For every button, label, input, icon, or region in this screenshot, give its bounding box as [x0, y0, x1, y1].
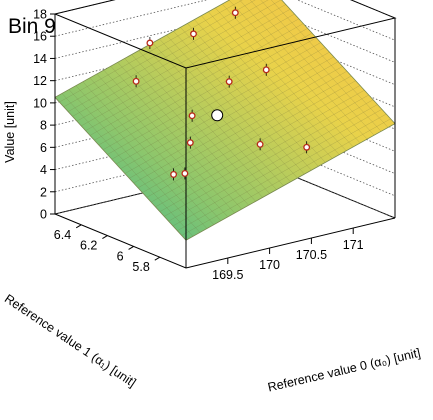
data-point — [146, 36, 154, 49]
chart-title: Bin 9 — [8, 15, 56, 38]
surface-mesh-line — [72, 0, 282, 117]
surface-mesh-line — [159, 38, 291, 183]
surface-mesh-line — [177, 113, 387, 231]
reference-point — [211, 109, 224, 122]
data-point — [186, 136, 194, 149]
surface-mesh-line — [159, 94, 369, 212]
data-point — [190, 27, 197, 40]
surface-mesh-line — [239, 0, 368, 140]
surface-mesh-line — [142, 75, 352, 193]
surface-mesh-line — [76, 4, 286, 122]
z-tick-label: 0 — [40, 208, 47, 222]
z-tick-label: 18 — [33, 8, 47, 22]
surface-mesh-line — [145, 46, 277, 190]
z-tick-label: 4 — [40, 163, 47, 177]
surface-mesh-line — [82, 81, 215, 225]
z-tick-label: 16 — [33, 30, 47, 44]
z-tick-label: 14 — [33, 52, 47, 66]
surface-mesh-line — [146, 80, 356, 198]
data-point — [262, 63, 270, 76]
surface-mesh-line — [137, 70, 348, 189]
surface-mesh-line — [270, 0, 389, 128]
box-edges — [53, 0, 397, 269]
surface-mesh-line — [260, 0, 382, 132]
data-point — [181, 167, 189, 180]
surface-mesh-line — [102, 32, 313, 150]
data-point — [303, 141, 311, 154]
y-tick-label: 5.8 — [132, 260, 149, 274]
points-layer — [132, 6, 311, 181]
surface-layer — [54, 0, 396, 241]
surface-mesh-line — [168, 104, 378, 222]
data-point — [256, 138, 264, 151]
surface-mesh-line — [133, 66, 343, 184]
surface-mesh-line — [89, 77, 222, 221]
surface-mesh-line — [222, 3, 354, 148]
x-tick-label: 171 — [343, 238, 364, 252]
surface-mesh-line — [59, 0, 243, 103]
z-grid-line — [54, 0, 396, 41]
surface-mesh-line — [116, 47, 326, 165]
surface-mesh-line — [181, 118, 391, 236]
surface-mesh-line — [201, 15, 333, 159]
x-axis: 169.5 170 170.5 171 — [212, 228, 364, 282]
surface-mesh-line — [110, 66, 242, 210]
surface-mesh-line — [124, 56, 334, 174]
surface-mesh-line — [67, 0, 269, 112]
z-tick-label: 10 — [33, 96, 47, 110]
surface-mesh-line — [173, 31, 305, 175]
z-tick-label: 12 — [33, 74, 47, 88]
surface-mesh-line — [164, 99, 374, 217]
surface-mesh-line — [138, 50, 270, 194]
surface-mesh-line — [129, 61, 339, 179]
data-point — [170, 168, 178, 181]
surface-mesh-line — [166, 34, 298, 179]
data-point — [225, 75, 233, 88]
y-axis-label: Reference value 1 (α₁) [unit] — [2, 291, 139, 389]
surface-mesh-line — [103, 69, 235, 214]
surface-mesh-line — [107, 37, 317, 155]
z-axis-label: Value [unit] — [3, 101, 17, 163]
y-tick-label: 6.4 — [54, 228, 71, 242]
z-tick-label: 2 — [40, 185, 47, 199]
surface-mesh-line — [98, 28, 308, 146]
surface-mesh-line — [228, 0, 361, 144]
z-axis: 0 2 4 6 8 10 12 14 16 18 — [33, 8, 55, 222]
y-axis: 5.8 6 6.2 6.4 — [54, 224, 161, 274]
y-tick-label: 6 — [117, 249, 124, 263]
surface-mesh-line — [94, 23, 304, 141]
surface-mesh-line — [75, 85, 208, 229]
surface-mesh-line — [187, 23, 319, 167]
surface-mesh-line — [120, 51, 330, 169]
x-tick-label: 170.5 — [296, 248, 327, 262]
surface-mesh-line — [96, 73, 228, 218]
y-tick-label: 6.2 — [80, 239, 97, 253]
data-point — [188, 109, 196, 122]
data-point — [132, 75, 140, 88]
surface-mesh-line — [63, 0, 256, 108]
surface-mesh-line — [249, 0, 375, 136]
surface-mesh-line — [89, 18, 300, 136]
z-tick-label: 6 — [40, 141, 47, 155]
surface-mesh-line — [215, 7, 347, 151]
data-point — [231, 6, 239, 19]
surface-mesh-line — [111, 42, 321, 160]
surface-mesh-line — [180, 27, 312, 171]
fit-surface — [55, 0, 395, 241]
surface-mesh-line — [194, 19, 326, 163]
surface-mesh-line — [85, 13, 295, 131]
surface-mesh-line — [208, 11, 340, 155]
x-tick-label: 170 — [259, 258, 280, 272]
surface-mesh-line — [172, 109, 383, 227]
x-axis-label: Reference value 0 (α₀) [unit] — [266, 346, 421, 395]
z-tick-label: 8 — [40, 119, 47, 133]
surface-mesh-line — [61, 93, 194, 237]
surface-mesh-line — [68, 89, 201, 233]
x-tick-label: 169.5 — [212, 268, 243, 282]
surface-mesh-line — [117, 62, 249, 206]
surface-mesh-line — [124, 58, 256, 202]
surface-mesh-line — [131, 54, 263, 198]
